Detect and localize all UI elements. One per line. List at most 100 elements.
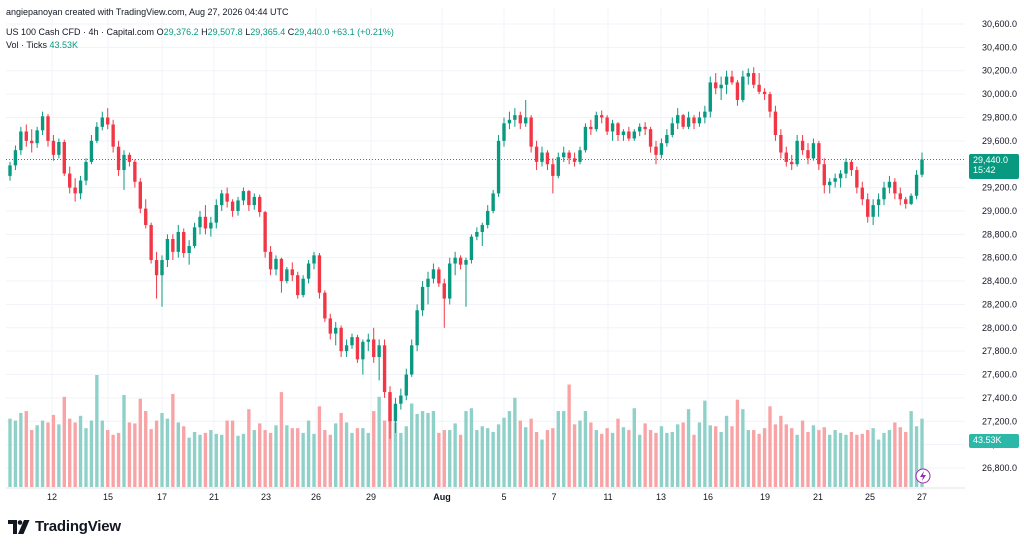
replay-icon[interactable] — [915, 468, 931, 484]
volume-bar — [866, 430, 870, 487]
candle — [692, 115, 696, 130]
candle — [344, 339, 349, 357]
candle-body — [361, 341, 365, 360]
candle — [165, 234, 170, 268]
price-tick-label: 27,200.0 — [982, 416, 1017, 426]
volume-bar — [290, 428, 294, 487]
candle-body — [849, 161, 854, 171]
high-label: H — [201, 27, 208, 37]
candle-body — [828, 181, 832, 186]
volume-bar — [160, 412, 164, 487]
candle — [838, 170, 843, 188]
candle-body — [62, 142, 66, 174]
candle — [632, 129, 636, 141]
candle-body — [654, 146, 658, 155]
volume-bar — [404, 426, 408, 487]
candle-body — [312, 255, 316, 264]
volume-bar — [855, 434, 859, 487]
candle-body — [100, 117, 104, 127]
candle — [24, 124, 28, 147]
candle-body — [605, 117, 609, 132]
time-tick-label: 27 — [917, 492, 927, 502]
volume-bar — [448, 430, 452, 487]
price-tick-label: 30,000.0 — [982, 89, 1017, 99]
volume-bar — [127, 422, 132, 487]
candle-body — [290, 269, 294, 276]
price-tick-label: 29,600.0 — [982, 136, 1017, 146]
volume-bar — [252, 430, 256, 487]
candle-body — [209, 222, 213, 229]
volume-bar — [768, 406, 772, 487]
time-tick-label: Aug — [433, 492, 451, 502]
volume-bar — [724, 415, 729, 487]
candle — [187, 240, 191, 265]
candle-body — [410, 345, 414, 375]
volume-bar — [24, 411, 28, 487]
volume-bar — [486, 428, 490, 487]
volume-label[interactable]: Vol · Ticks — [6, 40, 48, 50]
candle-body — [296, 275, 300, 296]
symbol-title[interactable]: US 100 Cash CFD · 4h · Capital.com — [6, 27, 155, 37]
volume-bar — [882, 432, 886, 487]
candle-body — [545, 152, 550, 165]
price-tick-label: 26,800.0 — [982, 463, 1017, 473]
candle — [605, 115, 609, 135]
candle — [898, 187, 902, 206]
price-tick-label: 29,200.0 — [982, 183, 1017, 193]
candle — [182, 228, 186, 258]
candle — [545, 150, 550, 171]
candle — [399, 388, 403, 410]
candle-body — [263, 212, 267, 252]
volume-bar — [393, 422, 398, 487]
volume-bar — [556, 411, 560, 487]
volume-bar — [182, 426, 186, 487]
candle — [404, 368, 408, 401]
candle — [312, 251, 316, 270]
volume-bar — [317, 406, 322, 487]
candle — [95, 122, 99, 144]
volume-bar — [795, 434, 799, 487]
candle — [317, 253, 322, 299]
candle — [154, 251, 159, 299]
candle — [73, 178, 77, 202]
candle-body — [317, 255, 322, 293]
candle — [442, 278, 446, 328]
time-tick-label: 7 — [551, 492, 556, 502]
tradingview-logo[interactable]: TradingView — [8, 518, 121, 535]
candle — [697, 111, 702, 127]
candle-body — [790, 161, 794, 165]
volume-bar — [274, 425, 278, 487]
volume-bar — [30, 430, 34, 487]
candle-body — [844, 161, 848, 174]
candle — [116, 140, 121, 176]
candle-body — [914, 174, 919, 196]
volume-bar — [496, 424, 501, 487]
candle-body — [138, 181, 142, 209]
volume-bar — [453, 423, 457, 487]
bar-countdown: 15:42 — [973, 164, 996, 175]
time-tick-label: 21 — [813, 492, 823, 502]
volume-bar — [106, 430, 110, 487]
price-tick-label: 28,400.0 — [982, 276, 1017, 286]
candle-body — [301, 278, 305, 296]
candle — [339, 325, 343, 357]
volume-bar — [377, 396, 381, 487]
candle — [176, 224, 180, 258]
candle-body — [426, 278, 430, 287]
volume-bar — [752, 430, 756, 487]
open-value: 29,376.2 — [163, 27, 199, 37]
candle — [46, 113, 50, 147]
candle — [19, 126, 23, 155]
volume-bar — [551, 428, 555, 487]
candle — [448, 257, 452, 305]
volume-bar — [350, 432, 354, 487]
volume-bar — [46, 422, 50, 487]
last-price-value: 29,440.0 — [973, 154, 1009, 165]
candle-body — [589, 126, 593, 130]
candle-body — [491, 193, 495, 211]
candle-body — [73, 187, 77, 194]
candle — [171, 234, 175, 261]
volume-bar — [681, 422, 685, 487]
price-axis: 30,600.0 30,400.0 30,200.0 30,000.0 29,800.0… — [982, 19, 1017, 473]
